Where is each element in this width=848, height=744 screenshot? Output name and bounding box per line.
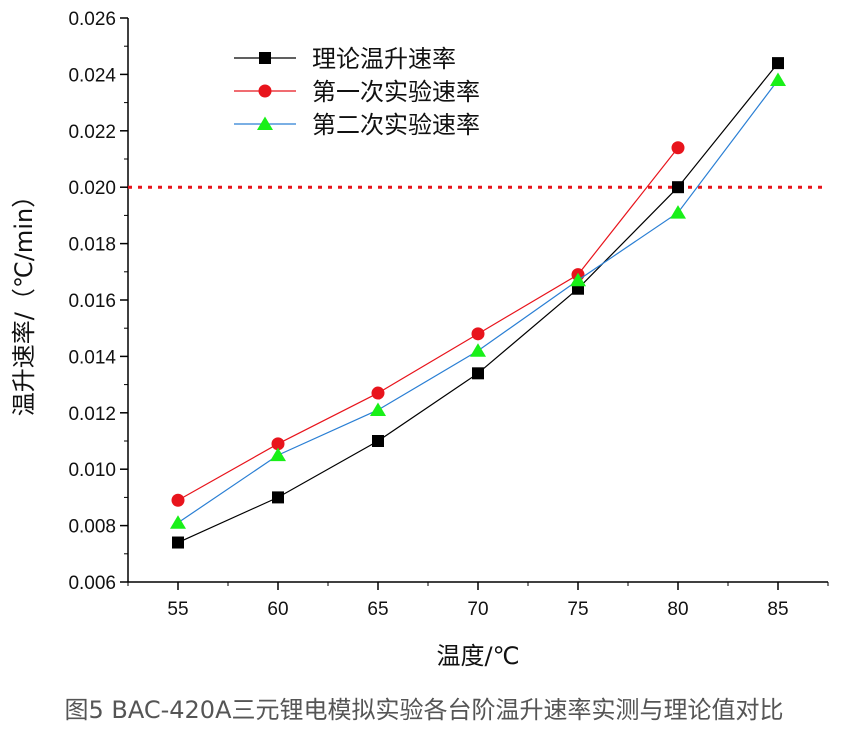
x-tick-label: 70 [467,599,488,620]
data-point [772,57,784,70]
y-tick-label: 0.016 [68,291,116,312]
y-tick-label: 0.012 [68,404,116,425]
y-tick-label: 0.026 [68,9,116,30]
y-tick-label: 0.010 [68,460,116,481]
series-line [177,147,679,501]
x-tick-label: 55 [167,599,188,620]
y-axis-title: 温升速率/（℃/min） [10,184,38,416]
data-point [171,493,185,507]
y-tick-label: 0.006 [68,573,116,594]
legend-marker [258,84,272,98]
legend-label: 理论温升速率 [312,45,456,73]
data-point [170,515,186,529]
data-point [270,447,286,462]
chart-svg: 0.006 0.008 0.010 0.012 0.014 0.016 0.018 0.020… [10,9,829,670]
data-point [671,141,685,155]
x-tick-label: 65 [367,599,388,620]
x-axis-title: 温度/℃ [436,642,519,670]
legend-label: 第一次实验速率 [312,78,480,106]
x-tick-label: 80 [667,599,688,620]
data-point [471,327,485,341]
data-point [670,205,686,219]
data-point [370,402,386,416]
x-ticks: 55 60 65 70 75 80 85 [127,582,829,620]
x-tick-label: 85 [767,599,788,620]
series-layer [170,57,786,549]
figure-caption: 图5 BAC-420A三元锂电模拟实验各台阶温升速率实测与理论值对比 [64,696,784,724]
x-tick-label: 75 [567,599,588,620]
data-point [472,367,484,380]
y-tick-label: 0.022 [68,122,116,143]
data-point [470,343,486,357]
data-point [770,72,786,87]
data-point [272,491,284,504]
data-point [372,435,384,447]
series-line [177,79,779,524]
data-point [570,272,586,287]
y-tick-label: 0.014 [68,347,116,368]
x-tick-label: 60 [267,599,288,620]
legend-marker [259,52,271,64]
series-3 [170,72,786,529]
y-tick-label: 0.008 [68,517,116,538]
data-point [672,181,684,194]
y-tick-label: 0.020 [68,178,116,199]
data-point [271,437,285,451]
legend-label: 第二次实验速率 [312,111,480,139]
y-tick-label: 0.024 [68,65,116,86]
data-point [172,536,184,549]
data-point [371,386,385,400]
legend-marker [257,116,273,130]
series-2 [171,141,685,507]
y-ticks: 0.006 0.008 0.010 0.012 0.014 0.016 0.018 0.020… [68,9,128,594]
y-tick-label: 0.018 [68,235,116,256]
